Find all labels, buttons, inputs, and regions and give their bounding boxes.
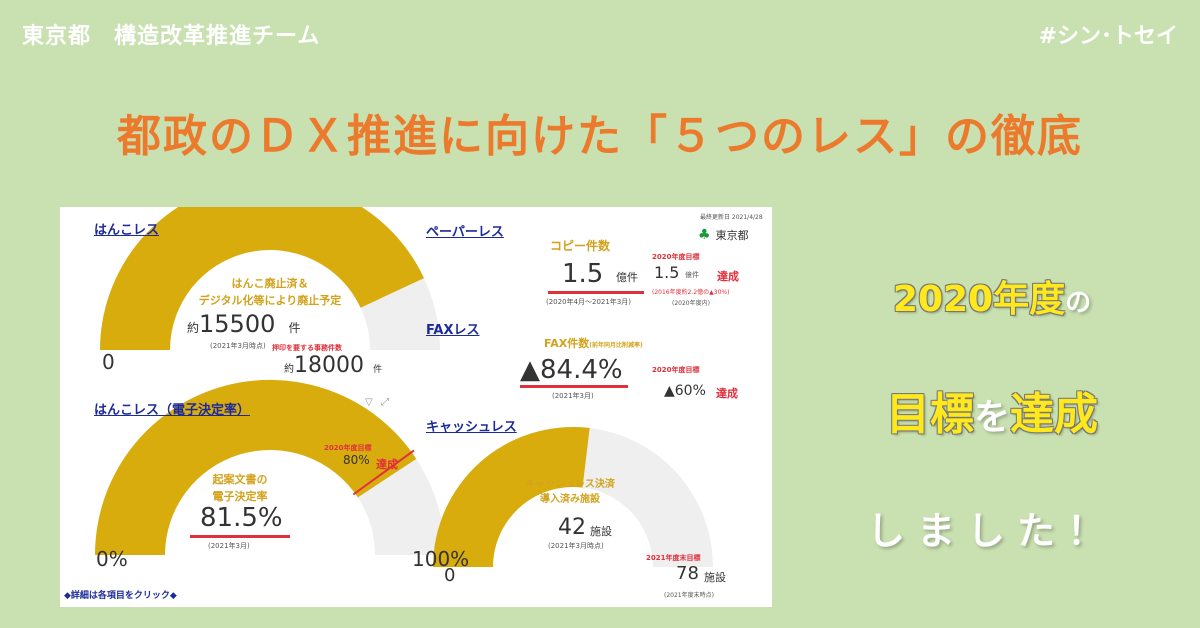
tokyo-logo: ♣ 東京都: [698, 224, 768, 243]
hanko-min: 0: [102, 350, 115, 374]
esign-value: 81.5%: [200, 503, 283, 533]
hanko-target-unit: 件: [373, 365, 383, 375]
cash-label: キャッシュレス決済 導入済み施設: [510, 477, 630, 507]
cash-label-line1: キャッシュレス決済: [525, 479, 615, 490]
hanko-target-label: 押印を要する事務件数: [272, 344, 342, 352]
hanko-gauge-fill: [100, 207, 424, 350]
achievement-line2: 目標を達成: [812, 378, 1172, 442]
ginkgo-icon: ♣: [698, 227, 711, 243]
fax-label-note: (前年同月比削減率): [589, 342, 643, 349]
gauge-layer: [94, 207, 713, 567]
cash-target-asof: (2021年度末時点): [664, 592, 714, 599]
esign-goal-marker: [352, 449, 415, 496]
paper-label: コピー件数: [550, 239, 611, 253]
fax-goal: ▲60%: [664, 383, 706, 399]
cash-asof: (2021年3月時点): [548, 542, 604, 550]
esign-gauge-fill: [94, 379, 417, 555]
fax-value: ▲84.4%: [520, 355, 623, 385]
hashtag: #シン･トセイ: [1038, 24, 1178, 49]
hanko-label-line1: はんこ廃止済＆: [231, 277, 309, 290]
fax-label: FAX件数(前年同月比削減率): [544, 335, 643, 351]
paper-goal-unit: 億件: [685, 271, 699, 279]
esign-achieved: 達成: [376, 458, 398, 471]
esign-goal-label: 2020年度目標: [324, 444, 372, 452]
cash-label-line2: 導入済み施設: [540, 494, 600, 505]
dashboard-panel: 最終更新日 2021/4/28 ♣ 東京都 はんこレス はんこ廃止済＆ デジタル…: [60, 207, 772, 607]
achievement-line1: 2020年度の: [812, 270, 1172, 322]
last-updated: 最終更新日 2021/4/28: [700, 214, 763, 221]
esign-link[interactable]: はんこレス（電子決定率）: [94, 403, 251, 418]
fax-achieved: 達成: [716, 387, 738, 400]
cash-target-label: 2021年度末目標: [646, 554, 701, 562]
hanko-value-block: 約15500 件: [187, 310, 300, 338]
cash-gauge-fill: [433, 427, 590, 567]
achievement-line3: しました！: [866, 509, 1117, 553]
achievement-year: 2020年度: [892, 279, 1066, 320]
hanko-link[interactable]: はんこレス: [94, 223, 160, 238]
headline: 都政のＤＸ推進に向けた「５つのレス」の徹底: [117, 111, 1083, 162]
paper-goal: 1.5: [654, 263, 680, 282]
cash-target: 78: [676, 563, 699, 584]
fax-underline: [520, 385, 628, 388]
paper-underline: [548, 291, 644, 294]
filter-icon[interactable]: ▽: [365, 397, 373, 408]
esign-min: 0%: [96, 547, 128, 571]
paper-goal-note2: (2020年度内): [672, 300, 710, 307]
hanko-prefix: 約: [187, 321, 200, 335]
cash-min: 0: [444, 565, 456, 586]
hanko-label-line2: デジタル化等により廃止予定: [198, 294, 342, 307]
esign-underline: [190, 535, 290, 538]
esign-label-line1: 起案文書の: [212, 473, 268, 486]
achievement-goal: 目標: [885, 389, 974, 440]
achievement-particle2: を: [973, 397, 1010, 438]
fax-asof: (2021年3月): [552, 392, 594, 400]
cash-link[interactable]: キャッシュレス: [426, 420, 517, 435]
hanko-asof: (2021年3月時点): [210, 342, 266, 350]
cash-value: 42: [558, 515, 586, 540]
fax-goal-label: 2020年度目標: [652, 366, 700, 374]
paper-achieved: 達成: [717, 270, 739, 283]
esign-goal: 80%: [343, 453, 370, 467]
fax-link[interactable]: FAXレス: [426, 323, 480, 338]
paper-goal-label: 2020年度目標: [652, 253, 700, 261]
hanko-target-block: 約18000 件: [284, 353, 382, 378]
achievement-achieved: 達成: [1010, 389, 1098, 440]
org-name: 東京都 構造改革推進チーム: [22, 24, 321, 49]
hanko-value: 15500: [199, 310, 276, 338]
paper-link[interactable]: ペーパーレス: [426, 225, 504, 240]
paper-value: 1.5: [562, 259, 604, 289]
cash-unit: 施設: [590, 525, 612, 538]
expand-icon[interactable]: ⤢: [381, 397, 389, 408]
achievement-particle1: の: [1065, 288, 1092, 318]
paper-period: (2020年4月～2021年3月): [546, 298, 631, 306]
hanko-unit: 件: [288, 321, 301, 335]
details-hint[interactable]: ◆詳細は各項目をクリック◆: [64, 591, 177, 601]
esign-label-line2: 電子決定率: [212, 490, 268, 503]
cash-target-unit: 施設: [704, 571, 726, 584]
esign-label: 起案文書の 電子決定率: [190, 471, 290, 505]
paper-unit: 億件: [616, 271, 638, 284]
fax-label-main: FAX件数: [544, 337, 590, 350]
hanko-label: はんこ廃止済＆ デジタル化等により廃止予定: [160, 275, 380, 309]
hanko-target-prefix: 約: [284, 364, 294, 375]
esign-max: 100%: [412, 547, 470, 571]
paper-goal-note: (2016年度約2.2億の▲30%): [652, 289, 730, 296]
logo-text: 東京都: [715, 229, 749, 242]
hanko-target: 18000: [294, 353, 364, 378]
esign-asof: (2021年3月): [208, 542, 250, 550]
